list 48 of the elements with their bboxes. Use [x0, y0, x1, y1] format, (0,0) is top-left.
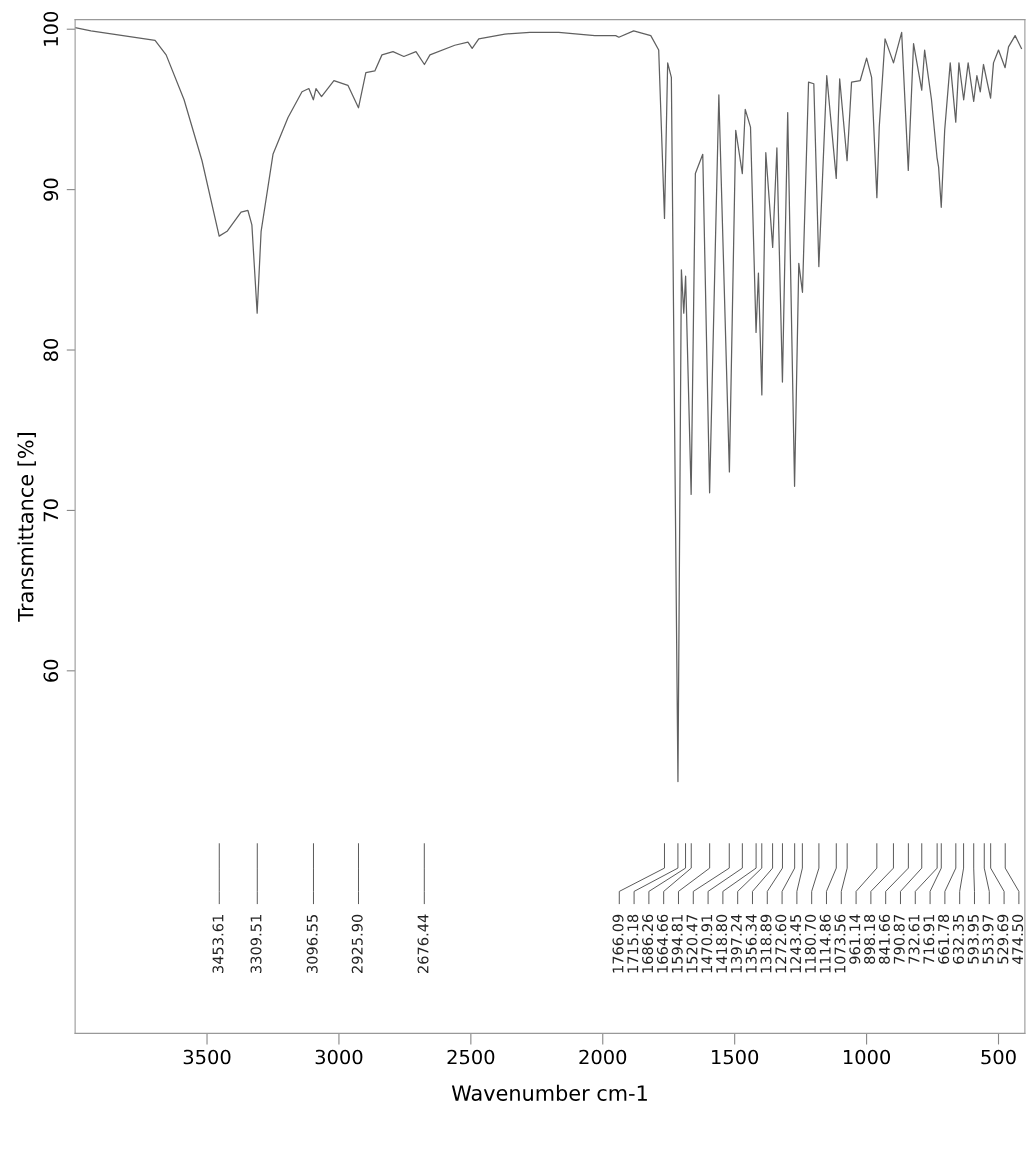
x-axis-title: Wavenumber cm-1: [451, 1084, 647, 1101]
y-tick-label: 70: [43, 499, 59, 522]
annotation: 1356.34: [745, 914, 757, 973]
annotation: 1664.66: [656, 914, 668, 973]
x-tick-label: 500: [981, 1049, 1016, 1065]
annotation: 3453.61: [212, 915, 224, 973]
y-tick-label: 90: [43, 178, 59, 201]
annotation: 1470.91: [701, 915, 713, 973]
annotation: 1318.89: [760, 914, 772, 973]
annotation: 1766.09: [612, 914, 624, 973]
annotation: 1272.60: [775, 914, 787, 973]
annotation: 841.66: [878, 914, 890, 964]
annotation: 1418.80: [716, 914, 728, 973]
x-tick-label: 1000: [843, 1049, 891, 1065]
annotation: 3096.55: [306, 914, 318, 973]
x-tick-label: 3500: [183, 1049, 231, 1065]
annotation: 529.69: [997, 914, 1009, 964]
annotation: 1594.81: [671, 915, 683, 973]
annotation: 553.97: [982, 914, 994, 964]
y-tick-label: 60: [43, 659, 59, 682]
annotation: 2676.44: [417, 914, 429, 973]
annotation: 790.87: [893, 914, 905, 964]
x-tick-label: 2000: [579, 1049, 627, 1065]
x-tick-label: 1500: [712, 1049, 759, 1065]
annotation: 1520.47: [686, 914, 698, 973]
line-series: [75, 26, 1023, 783]
annotation: 2925.90: [351, 914, 363, 973]
annotation: 593.95: [967, 914, 979, 964]
annotation: 716.91: [923, 915, 935, 964]
annotation: 898.18: [864, 914, 876, 964]
annotation: 632.35: [952, 914, 964, 964]
annotation: 3309.51: [250, 915, 262, 973]
annotation: 1180.70: [804, 914, 816, 973]
annotation: 1686.26: [642, 914, 654, 973]
x-tick-label: 3000: [315, 1049, 363, 1065]
y-axis-title: Transmittance [%]: [17, 433, 36, 622]
annotation: 661.78: [938, 914, 950, 964]
y-tick-label: 100: [43, 11, 59, 46]
annotation: 1073.56: [834, 914, 846, 973]
annotation: 474.50: [1012, 914, 1024, 965]
x-tick-label: 2500: [447, 1049, 495, 1065]
annotation: 1715.18: [627, 914, 639, 973]
annotation: 1114.86: [819, 914, 831, 973]
annotation: 732.61: [908, 915, 920, 964]
annotation: 1243.45: [790, 914, 802, 973]
annotation: 1397.24: [730, 914, 742, 973]
y-tick-label: 80: [43, 338, 59, 362]
annotation: 961.14: [849, 914, 861, 964]
